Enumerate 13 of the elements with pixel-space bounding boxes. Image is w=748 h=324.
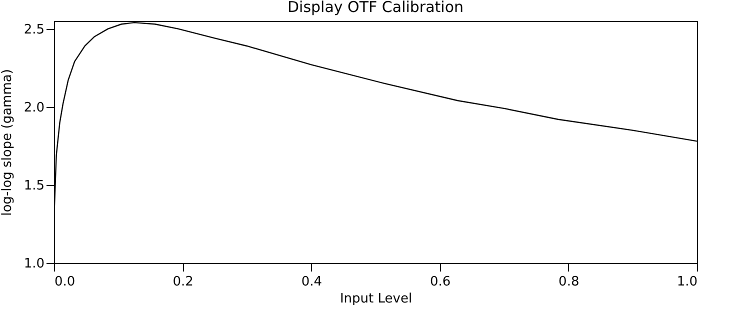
x-tick-label: 0.8 xyxy=(558,274,580,290)
y-tick-label: 2.0 xyxy=(24,100,44,116)
x-tick-label: 0.2 xyxy=(172,274,194,290)
y-tick-label: 1.5 xyxy=(24,178,44,194)
x-tick-label: 1.0 xyxy=(676,274,698,290)
x-tick-label: 0.0 xyxy=(54,274,76,290)
y-tick-label: 1.0 xyxy=(24,256,44,272)
x-axis-title: Input Level xyxy=(340,292,412,306)
x-tick-label: 0.4 xyxy=(301,274,322,290)
chart-title: Display OTF Calibration xyxy=(287,0,464,16)
y-axis-title: log-log slope (gamma) xyxy=(0,69,15,216)
x-tick-label: 0.6 xyxy=(430,274,451,290)
y-tick-label: 2.5 xyxy=(24,22,44,38)
